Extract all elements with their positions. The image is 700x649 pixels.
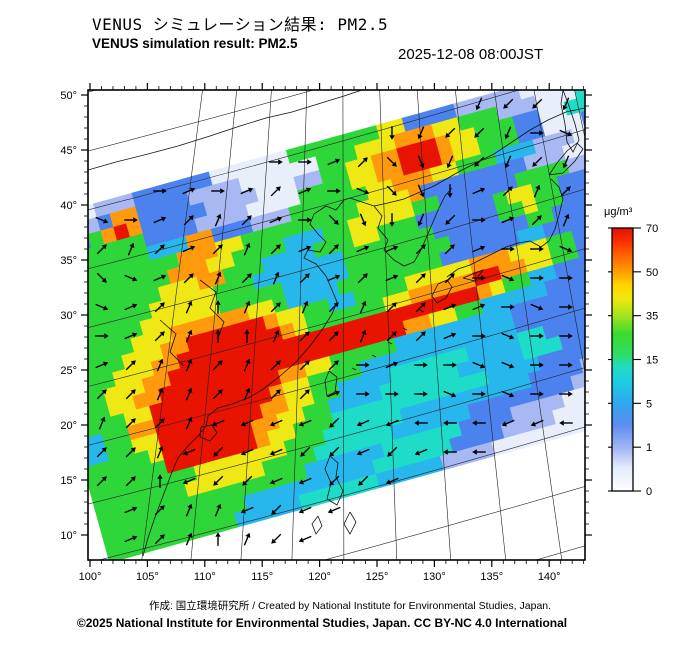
x-axis-tick-label: 115° [251,571,273,583]
colorbar-tick-label: 1 [646,442,652,454]
colorbar-tick-label: 35 [646,311,658,323]
x-axis-tick-label: 110° [194,571,216,583]
colorbar-tick-label: 50 [646,267,658,279]
colorbar-gradient [611,227,634,492]
attribution-line: 作成: 国立環境研究所 / Created by National Instit… [148,600,552,612]
x-axis-tick-label: 120° [308,571,331,583]
colorbar: μg/m³ 70 50 35 15 5 1 0 [604,206,658,498]
heatmap-layer [88,90,585,560]
y-axis-tick-label: 50° [60,90,77,102]
y-axis-tick-label: 20° [60,420,77,432]
y-axis: 10° 15° 20° 25° 30° 35° 40° 45° 50° [60,90,592,542]
x-axis-tick-label: 105° [136,571,159,583]
y-axis-tick-label: 15° [60,475,77,487]
y-axis-tick-label: 25° [60,365,77,377]
copyright-line: ©2025 National Institute for Environment… [76,616,568,630]
map-frame [87,89,586,561]
colorbar-tick-label: 15 [646,355,658,367]
coastline-layer [88,90,585,557]
y-axis-tick-label: 45° [60,145,77,157]
colorbar-tick-label: 70 [646,223,658,235]
y-axis-tick-label: 40° [60,200,77,212]
x-axis-tick-label: 100° [79,571,102,583]
y-axis-tick-label: 35° [60,255,77,267]
x-axis: 100° 105° 110° 115° 120° 125° 130° 135° 140° [79,83,585,583]
colorbar-unit-label: μg/m³ [604,206,633,218]
colorbar-tick-label: 0 [646,486,652,498]
x-axis-tick-label: 130° [423,571,446,583]
x-axis-tick-label: 125° [366,571,389,583]
wind-arrow-layer [95,97,573,546]
page-title-japanese: VENUS シミュレーション結果: PM2.5 [92,15,389,34]
page-title-english: VENUS simulation result: PM2.5 [92,36,298,51]
valid-time-label: 2025-12-08 08:00JST [398,46,544,63]
y-axis-tick-label: 10° [60,530,77,542]
y-axis-tick-label: 30° [60,310,77,322]
x-axis-tick-label: 135° [480,571,503,583]
colorbar-tick-label: 5 [646,398,652,410]
x-axis-tick-label: 140° [538,571,561,583]
